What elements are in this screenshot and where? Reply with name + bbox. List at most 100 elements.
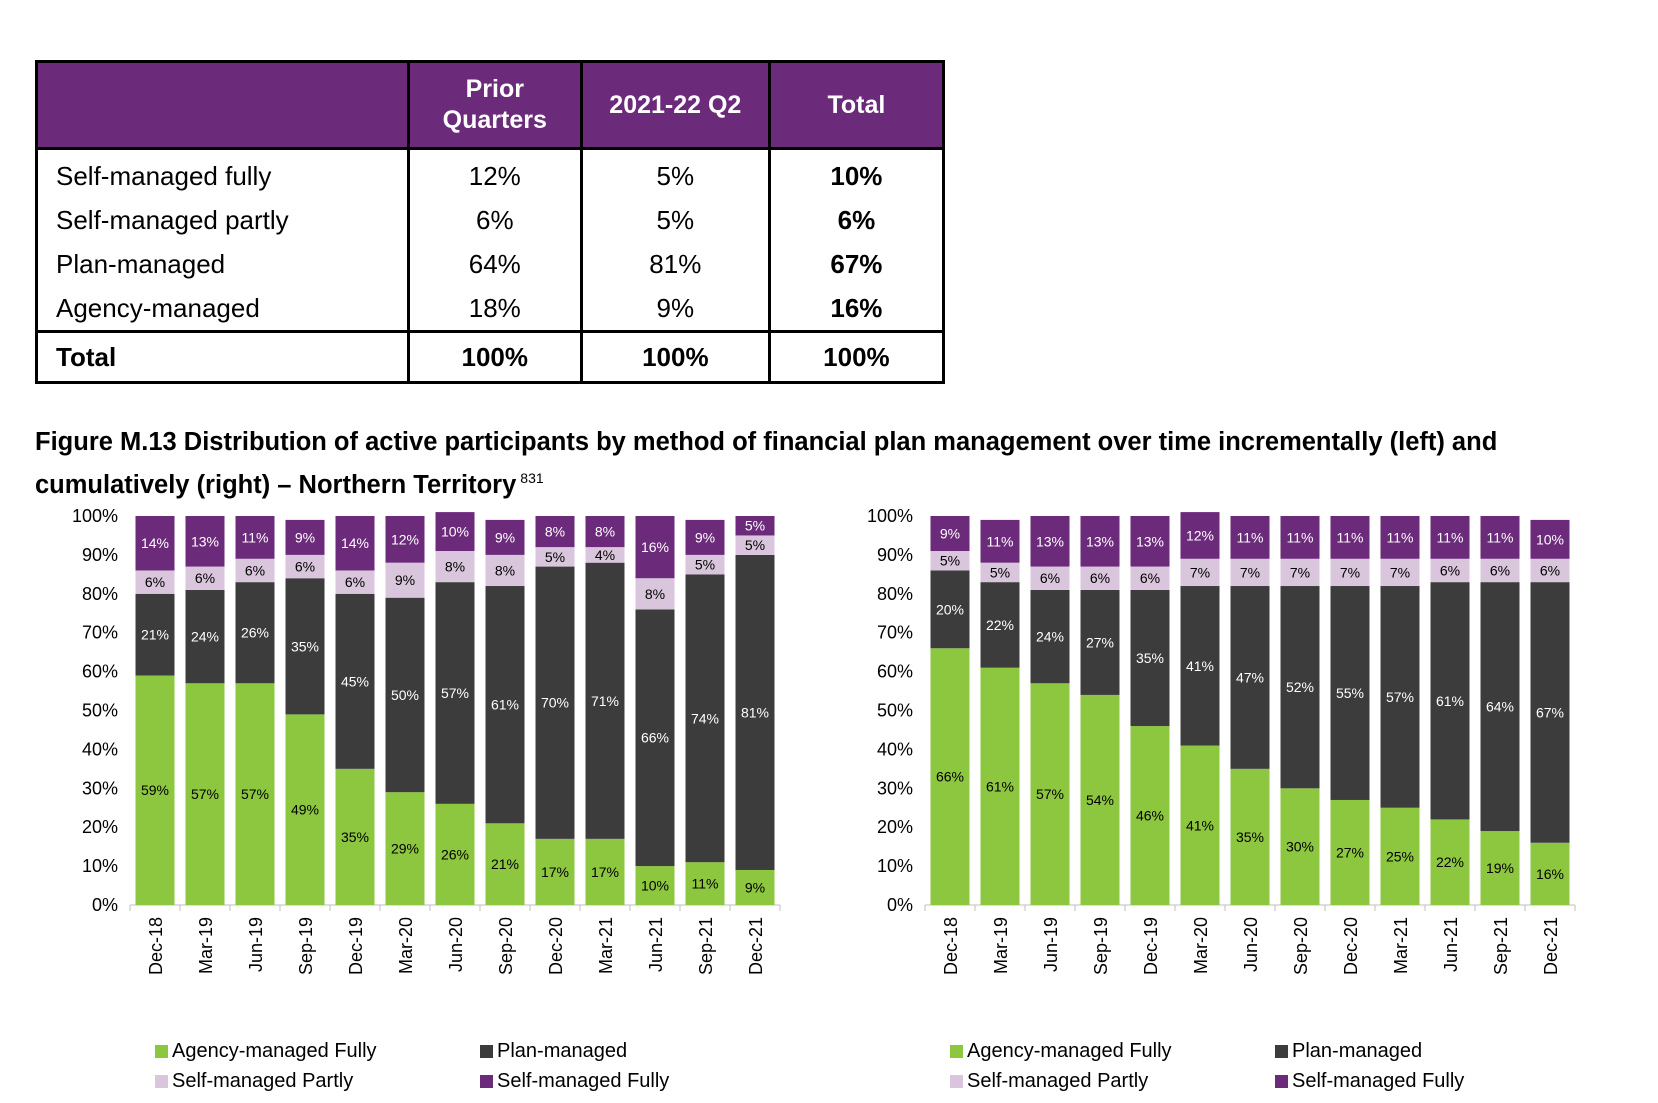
bar-segment-partly [1080,566,1120,590]
data-label-fully: 11% [987,533,1014,549]
chart-incremental-plot: 0% 10% 20% 30% 40% 50% 60% 70% 80% 90% 100% 59% 21% 6… [72,506,781,975]
bar-segment-fully [980,519,1020,563]
bar-segment-plan [1330,586,1370,800]
y-tick-label: 90% [82,545,118,565]
bar-segment-plan [485,586,525,824]
bar-segment-fully [1480,516,1520,559]
legend-swatch-fully [1275,1075,1288,1088]
legend-label-fully: Self-managed Fully [1292,1070,1465,1092]
bar-segment-partly [1530,558,1570,583]
bar-segment-partly [1280,558,1320,587]
table-header-prior: Prior Quarters [406,60,583,150]
x-tick-label: Dec-19 [346,917,366,975]
x-tick-label: Mar-20 [1191,917,1211,974]
data-label-agency: 35% [1236,829,1264,845]
bar-segment-agency [1130,726,1170,905]
data-label-plan: 27% [1086,634,1114,650]
bar-segment-partly [185,566,225,590]
row-label: Self-managed partly [56,204,289,235]
y-tick-label: 30% [82,778,118,798]
data-label-plan: 57% [441,685,469,701]
x-tick-label: Jun-21 [1441,917,1461,972]
data-label-fully: 8% [595,524,615,540]
cell-prior: 12% [406,148,582,198]
cell-total: 10% [767,148,944,198]
legend-item-partly: Self-managed Partly [950,1070,1148,1093]
data-label-agency: 35% [341,829,369,845]
data-label-fully: 12% [391,531,419,547]
cell-total: 6% [767,198,944,242]
cell-q2: 5% [579,198,770,242]
legend-swatch-partly [155,1075,168,1088]
x-tick-label: Jun-19 [246,917,266,972]
legend-item-partly: Self-managed Partly [155,1070,353,1093]
chart-cumulative-plot: 0% 10% 20% 30% 40% 50% 60% 70% 80% 90% 100% 66% 20% 5… [867,506,1576,975]
bar-segment-agency [1530,842,1570,905]
bar-segment-plan [335,593,375,769]
bar-segment-plan [185,589,225,684]
data-label-agency: 59% [141,782,169,798]
bar-segment-plan [535,566,575,839]
bar-segment-agency [185,683,225,905]
row-label-total: Total [36,330,409,383]
y-tick-label: 40% [877,739,913,759]
bar-segment-fully [735,516,775,536]
x-tick-label: Jun-19 [1041,917,1061,972]
bar-segment-partly [585,547,625,563]
y-tick-label: 30% [877,778,913,798]
data-label-agency: 57% [1036,786,1064,802]
bar-segment-agency [1080,694,1120,905]
data-label-plan: 21% [141,627,169,643]
y-tick-label: 80% [82,584,118,604]
data-label-fully: 14% [141,535,169,551]
bar-segment-partly [930,551,970,571]
bar-segment-plan [435,582,475,804]
x-tick-label: Sep-21 [1491,917,1511,975]
data-label-fully: 13% [1086,533,1114,549]
cell-q2: 81% [579,242,770,286]
bar-segment-partly [285,554,325,579]
bar-segment-agency [1430,819,1470,905]
legend-swatch-agency [950,1045,963,1058]
table-row: Self-managed fully 12% 5% 10% [37,148,944,198]
table-header-q2: 2021-22 Q2 [579,60,771,150]
data-label-agency: 54% [1086,792,1114,808]
data-label-plan: 61% [491,697,519,713]
bar-segment-agency [1230,768,1270,905]
bar-segment-fully [335,516,375,571]
x-tick-label: Sep-19 [1091,917,1111,975]
bar-segment-agency [535,838,575,905]
data-label-partly: 5% [745,537,765,553]
legend-item-agency: Agency-managed Fully [950,1040,1172,1063]
bar-segment-fully [435,512,475,552]
bar-segment-agency [1330,799,1370,905]
data-label-plan: 24% [1036,629,1064,645]
bar-segment-partly [1380,558,1420,587]
data-label-agency: 11% [692,876,719,892]
data-label-fully: 9% [940,526,960,542]
x-tick-label: Mar-21 [1391,917,1411,974]
bar-segment-agency [135,675,175,905]
data-label-agency: 25% [1386,848,1414,864]
data-label-plan: 70% [541,695,569,711]
data-label-plan: 67% [1536,704,1564,720]
legend-swatch-fully [480,1075,493,1088]
bar-segment-partly [1130,566,1170,590]
data-label-plan: 47% [1236,669,1264,685]
cell-q2: 9% [579,286,770,332]
data-label-fully: 13% [191,533,219,549]
data-label-fully: 11% [1387,529,1414,545]
legend-label-agency: Agency-managed Fully [172,1040,377,1062]
data-label-plan: 66% [641,730,669,746]
bar-segment-fully [930,516,970,552]
data-label-fully: 12% [1186,527,1214,543]
bar-segment-partly [735,535,775,555]
data-label-partly: 6% [1140,570,1160,586]
cell-prior: 64% [406,242,582,286]
bar-segment-agency [1030,683,1070,905]
y-tick-label: 100% [72,506,118,526]
bar-segment-partly [685,554,725,575]
y-tick-label: 60% [877,662,913,682]
bar-segment-partly [1480,558,1520,583]
data-label-agency: 17% [541,864,569,880]
